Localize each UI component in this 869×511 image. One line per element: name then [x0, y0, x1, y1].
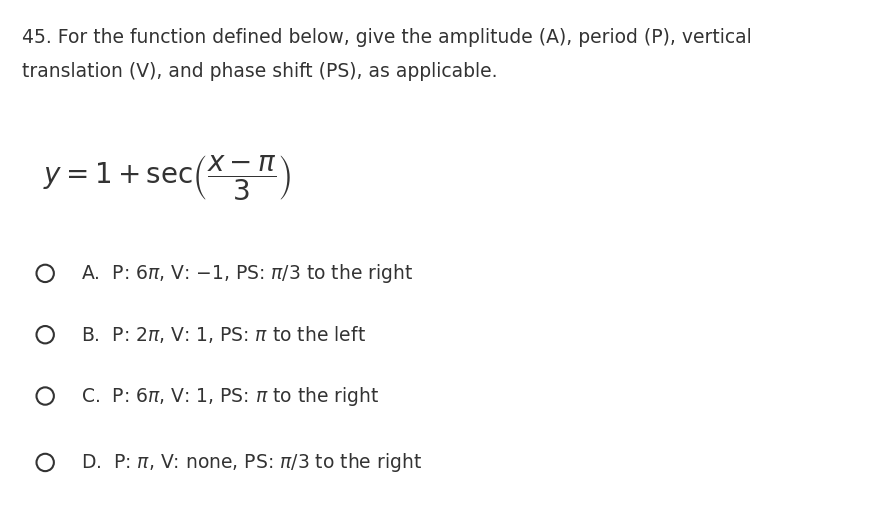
- Text: translation (V), and phase shift (PS), as applicable.: translation (V), and phase shift (PS), a…: [22, 62, 497, 81]
- Text: B.  P: 2$\pi$, V: 1, PS: $\pi$ to the left: B. P: 2$\pi$, V: 1, PS: $\pi$ to the lef…: [81, 324, 366, 345]
- Text: A.  P: 6$\pi$, V: $-$1, PS: $\pi$/3 to the right: A. P: 6$\pi$, V: $-$1, PS: $\pi$/3 to th…: [81, 262, 413, 285]
- Text: $y = 1 + \mathrm{sec}\left(\dfrac{x - \pi}{3}\right)$: $y = 1 + \mathrm{sec}\left(\dfrac{x - \p…: [43, 153, 292, 203]
- Text: D.  P: $\pi$, V: none, PS: $\pi$/3 to the right: D. P: $\pi$, V: none, PS: $\pi$/3 to the…: [81, 451, 421, 474]
- Text: 45. For the function defined below, give the amplitude (A), period (P), vertical: 45. For the function defined below, give…: [22, 28, 752, 47]
- Text: C.  P: 6$\pi$, V: 1, PS: $\pi$ to the right: C. P: 6$\pi$, V: 1, PS: $\pi$ to the rig…: [81, 384, 379, 408]
